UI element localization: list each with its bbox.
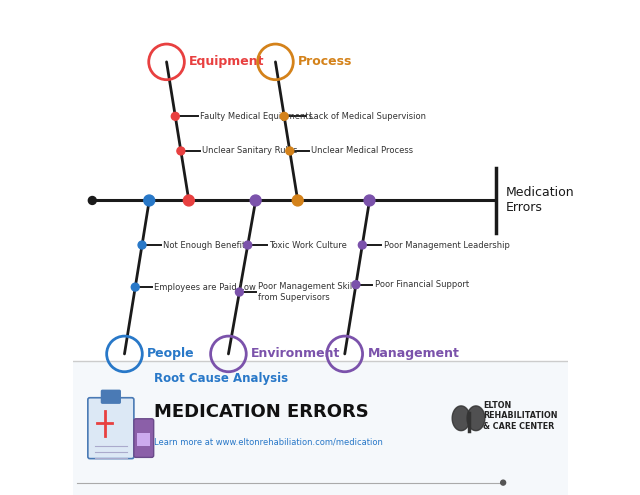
Circle shape: [184, 195, 195, 206]
Text: Poor Management Skills
from Supervisors: Poor Management Skills from Supervisors: [258, 282, 359, 302]
Text: Poor Management Leadership: Poor Management Leadership: [383, 241, 509, 249]
Polygon shape: [452, 406, 470, 431]
Text: Not Enough Benefits: Not Enough Benefits: [163, 241, 250, 249]
Text: Unclear Medical Process: Unclear Medical Process: [311, 147, 413, 155]
Circle shape: [358, 241, 366, 249]
Circle shape: [172, 112, 179, 120]
FancyBboxPatch shape: [88, 398, 134, 458]
Text: Medication
Errors: Medication Errors: [506, 187, 574, 214]
Circle shape: [131, 283, 140, 291]
Circle shape: [138, 241, 146, 249]
Text: Poor Financial Support: Poor Financial Support: [375, 280, 469, 289]
Text: Faulty Medical Equipments: Faulty Medical Equipments: [200, 112, 313, 121]
Text: People: People: [147, 347, 195, 360]
Text: Management: Management: [367, 347, 460, 360]
Circle shape: [177, 147, 185, 155]
Polygon shape: [467, 406, 485, 431]
Text: ELTON
REHABILITATION
& CARE CENTER: ELTON REHABILITATION & CARE CENTER: [483, 401, 558, 431]
FancyBboxPatch shape: [134, 419, 154, 457]
Circle shape: [244, 241, 252, 249]
Text: Unclear Sanitary Rules: Unclear Sanitary Rules: [202, 147, 298, 155]
Text: Process: Process: [298, 55, 353, 68]
Circle shape: [352, 281, 360, 289]
Text: Employees are Paid Low: Employees are Paid Low: [154, 283, 256, 292]
Bar: [138, 433, 150, 446]
Circle shape: [292, 195, 303, 206]
Text: MEDICATION ERRORS: MEDICATION ERRORS: [154, 403, 369, 421]
Circle shape: [280, 112, 288, 120]
Text: Learn more at www.eltonrehabiliation.com/medication: Learn more at www.eltonrehabiliation.com…: [154, 437, 383, 446]
FancyBboxPatch shape: [102, 390, 120, 403]
Circle shape: [250, 195, 261, 206]
Text: Environment: Environment: [251, 347, 340, 360]
Circle shape: [88, 197, 96, 204]
Text: Toxic Work Culture: Toxic Work Culture: [269, 241, 347, 249]
Circle shape: [286, 147, 294, 155]
Text: Root Cause Analysis: Root Cause Analysis: [154, 372, 288, 385]
Circle shape: [364, 195, 375, 206]
Bar: [72, 361, 568, 495]
Text: Equipment: Equipment: [189, 55, 265, 68]
Circle shape: [236, 288, 243, 296]
Circle shape: [144, 195, 155, 206]
Circle shape: [500, 480, 506, 485]
Text: Lack of Medical Supervision: Lack of Medical Supervision: [309, 112, 426, 121]
